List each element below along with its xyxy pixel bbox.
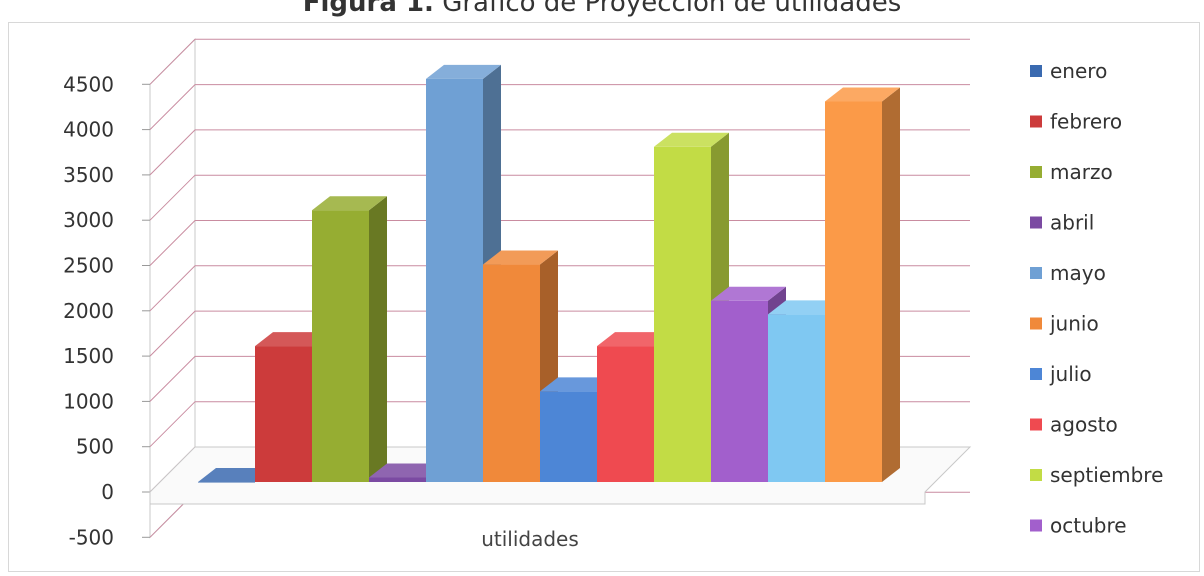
bar-front xyxy=(483,264,540,482)
y-tick-label: 1000 xyxy=(63,389,114,413)
legend-label: septiembre xyxy=(1050,463,1163,487)
legend-item: enero xyxy=(1030,59,1107,83)
bar-top xyxy=(312,196,387,211)
bar-front xyxy=(426,78,483,482)
chart-title-text: Gráfico de Proyección de utilidades xyxy=(442,0,902,18)
y-tick-label: -500 xyxy=(69,525,114,549)
legend-swatch xyxy=(1030,115,1042,128)
legend-item: julio xyxy=(1030,362,1092,386)
bar-side xyxy=(369,196,387,482)
y-tick-label: 3000 xyxy=(63,208,114,232)
y-tick-label: 0 xyxy=(101,480,114,504)
x-axis-label: utilidades xyxy=(481,527,579,551)
legend-swatch xyxy=(1030,317,1042,330)
bar-front xyxy=(540,391,597,482)
legend-item: junio xyxy=(1030,312,1099,336)
legend-item: octubre xyxy=(1030,514,1127,538)
bar-top xyxy=(768,300,843,315)
legend-label: mayo xyxy=(1050,261,1106,285)
legend-label: julio xyxy=(1049,362,1092,386)
bar-top xyxy=(426,64,501,79)
gridline xyxy=(149,84,970,130)
legend-item: mayo xyxy=(1030,261,1106,285)
bar xyxy=(825,87,900,482)
legend-label: marzo xyxy=(1050,160,1113,184)
y-tick-label: 4500 xyxy=(63,72,114,96)
bar-front xyxy=(312,210,369,482)
legend-label: junio xyxy=(1049,312,1099,336)
legend-label: abril xyxy=(1050,211,1094,235)
bar-front xyxy=(198,482,255,483)
y-tick-label: 4000 xyxy=(63,118,114,142)
y-tick-label: 500 xyxy=(76,435,114,459)
y-tick-label: 1500 xyxy=(63,344,114,368)
legend-swatch xyxy=(1030,65,1042,77)
bar-top xyxy=(654,132,729,147)
bar-front xyxy=(711,300,768,482)
gridline xyxy=(149,38,970,85)
chart-title: Figura 1. Gráfico de Proyección de utili… xyxy=(0,0,1204,18)
y-tick-label: 2000 xyxy=(63,299,114,323)
bar-top xyxy=(198,468,273,482)
legend-item: abril xyxy=(1030,211,1094,235)
legend-swatch xyxy=(1030,166,1042,178)
legend-swatch xyxy=(1030,216,1042,229)
bar xyxy=(198,468,273,483)
legend-item: febrero xyxy=(1030,110,1122,134)
legend-swatch xyxy=(1030,519,1042,532)
bar-front xyxy=(369,477,426,482)
legend-swatch xyxy=(1030,368,1042,380)
y-tick-label: 2500 xyxy=(63,254,114,278)
bar-front xyxy=(597,346,654,482)
y-tick-label: 3500 xyxy=(63,163,114,187)
legend-swatch xyxy=(1030,469,1042,481)
bar-top xyxy=(483,250,558,265)
bar-top xyxy=(825,87,900,102)
bar-top xyxy=(597,332,672,347)
legend-swatch xyxy=(1030,267,1042,279)
gridline xyxy=(149,129,970,176)
legend-label: febrero xyxy=(1050,110,1122,134)
bar-front xyxy=(825,101,882,482)
legend-item: septiembre xyxy=(1030,463,1163,487)
legend-label: octubre xyxy=(1050,514,1127,538)
chart-title-prefix: Figura 1. xyxy=(302,0,434,18)
legend-item: marzo xyxy=(1030,160,1113,184)
bar-front xyxy=(654,146,711,482)
bar-top xyxy=(711,286,786,301)
legend-label: enero xyxy=(1050,59,1107,83)
legend-label: agosto xyxy=(1050,413,1118,437)
bar-front xyxy=(255,346,312,482)
legend-item: agosto xyxy=(1030,413,1118,437)
bar-top xyxy=(255,332,330,347)
legend-swatch xyxy=(1030,418,1042,431)
bar-side xyxy=(882,87,900,482)
bar xyxy=(312,196,387,482)
bar-front xyxy=(768,314,825,482)
bar-top xyxy=(369,463,444,478)
bar-top xyxy=(540,377,615,392)
